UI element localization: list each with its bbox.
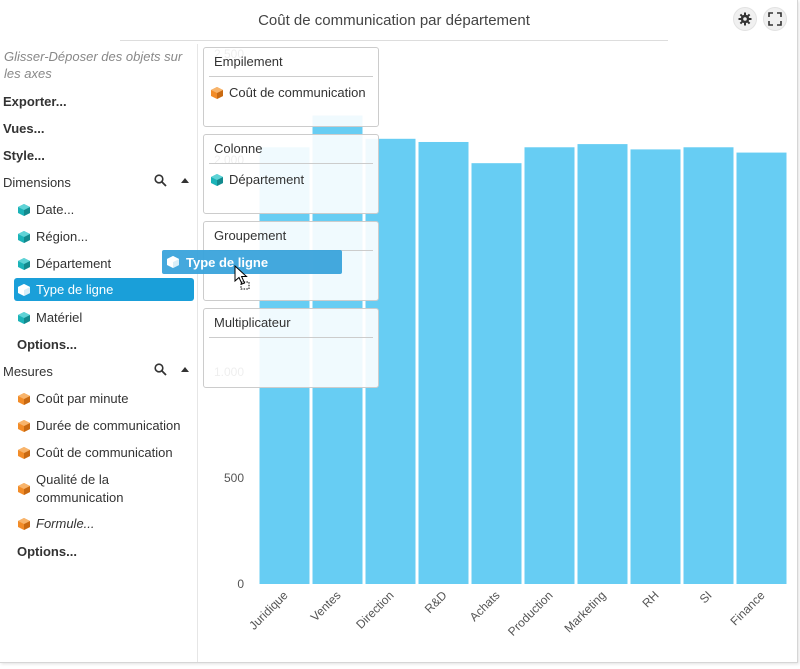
dimension-label: Région... — [36, 229, 89, 244]
measure-label: Formule... — [36, 516, 95, 531]
dimension-cube-icon — [18, 283, 30, 296]
dimension-cube-icon — [211, 173, 223, 186]
x-tick-label: RH — [639, 588, 661, 610]
measure-cube-icon — [18, 419, 30, 432]
measure-cube-icon — [18, 446, 30, 459]
dropzone-item[interactable]: Coût de communication — [204, 79, 378, 106]
dropzone-label: Empilement — [209, 48, 373, 77]
bar — [524, 147, 575, 584]
x-tick-label: R&D — [422, 588, 450, 616]
dropzone-multiplier[interactable]: Multiplicateur — [203, 308, 379, 388]
dimension-type-de-ligne[interactable]: Type de ligne — [14, 278, 194, 301]
dropzone-label: Multiplicateur — [209, 309, 373, 338]
dimension-cube-icon — [167, 256, 179, 268]
bar — [418, 141, 469, 584]
bar — [577, 144, 628, 584]
dimensions-header[interactable]: Dimensions — [3, 174, 193, 192]
sidebar: Glisser-Déposer des objets sur les axes … — [0, 44, 198, 662]
dropzone-label: Groupement — [209, 222, 373, 251]
search-icon[interactable] — [154, 174, 167, 187]
x-tick-label: Juridique — [246, 588, 291, 633]
dimension-materiel[interactable]: Matériel — [14, 306, 194, 329]
dragged-item-label: Type de ligne — [186, 254, 269, 270]
measure-cube-icon — [18, 392, 30, 405]
measure-cout-par-minute[interactable]: Coût par minute — [14, 387, 194, 410]
dimension-label: Type de ligne — [36, 282, 114, 297]
dropzone-label: Colonne — [209, 135, 373, 164]
bar — [471, 163, 522, 584]
bar — [630, 149, 681, 584]
dimension-region[interactable]: Région... — [14, 225, 194, 248]
drag-drop-hint: Glisser-Déposer des objets sur les axes — [4, 49, 183, 81]
dimension-cube-icon — [18, 203, 30, 216]
measure-cube-icon — [18, 483, 30, 495]
style-menu[interactable]: Style... — [3, 148, 45, 163]
gear-icon — [738, 12, 752, 26]
dimensions-options[interactable]: Options... — [17, 337, 77, 352]
dropzone-item-label: Département — [229, 172, 305, 187]
measure-qualite-de-la-communication[interactable]: Qualité de la communication — [14, 469, 194, 509]
search-icon[interactable] — [154, 363, 167, 376]
measure-cout-de-communication[interactable]: Coût de communication — [14, 441, 194, 464]
collapse-icon[interactable] — [181, 178, 189, 183]
dimension-departement[interactable]: Département — [14, 252, 194, 275]
dimension-label: Matériel — [36, 310, 83, 325]
x-tick-label: Direction — [353, 588, 396, 631]
dropzone-item-label: Coût de communication — [229, 85, 366, 100]
measures-options[interactable]: Options... — [17, 544, 77, 559]
dimensions-label: Dimensions — [3, 175, 71, 190]
fullscreen-icon — [768, 12, 782, 26]
x-tick-label: Ventes — [308, 588, 344, 624]
dimension-cube-icon — [18, 311, 30, 324]
dropzone-stacking[interactable]: Empilement Coût de communication — [203, 47, 379, 127]
dimension-label: Département — [36, 256, 112, 271]
measures-label: Mesures — [3, 364, 53, 379]
y-tick-label: 500 — [224, 471, 244, 485]
dragged-item[interactable]: Type de ligne — [162, 250, 342, 274]
measure-formule[interactable]: Formule... — [14, 512, 194, 535]
y-tick-label: 0 — [237, 577, 244, 591]
measure-cube-icon — [18, 517, 30, 530]
dimension-date[interactable]: Date... — [14, 198, 194, 221]
measure-label: Coût de communication — [36, 445, 173, 460]
bar — [683, 147, 734, 584]
settings-button[interactable] — [733, 7, 757, 31]
bar — [736, 152, 787, 584]
measure-cube-icon — [211, 86, 223, 99]
measure-label: Durée de communication — [36, 418, 181, 433]
measure-duree-de-communication[interactable]: Durée de communication — [14, 414, 194, 437]
export-menu[interactable]: Exporter... — [3, 94, 67, 109]
dimension-cube-icon — [18, 230, 30, 243]
x-tick-label: SI — [697, 588, 715, 606]
mouse-cursor-icon — [234, 265, 250, 290]
dimension-cube-icon — [18, 257, 30, 270]
collapse-icon[interactable] — [181, 367, 189, 372]
dropzone-column[interactable]: Colonne Département — [203, 134, 379, 214]
x-tick-label: Achats — [467, 588, 503, 624]
dimension-label: Date... — [36, 202, 75, 217]
x-tick-label: Marketing — [561, 588, 608, 635]
measure-label: Qualité de la communication — [36, 472, 124, 505]
views-menu[interactable]: Vues... — [3, 121, 45, 136]
dropzone-item[interactable]: Département — [204, 166, 378, 193]
measures-header[interactable]: Mesures — [3, 363, 193, 381]
chart-title: Coût de communication par département — [120, 10, 668, 41]
measure-label: Coût par minute — [36, 391, 129, 406]
x-tick-label: Finance — [728, 588, 768, 628]
fullscreen-button[interactable] — [763, 7, 787, 31]
x-tick-label: Production — [505, 588, 555, 638]
